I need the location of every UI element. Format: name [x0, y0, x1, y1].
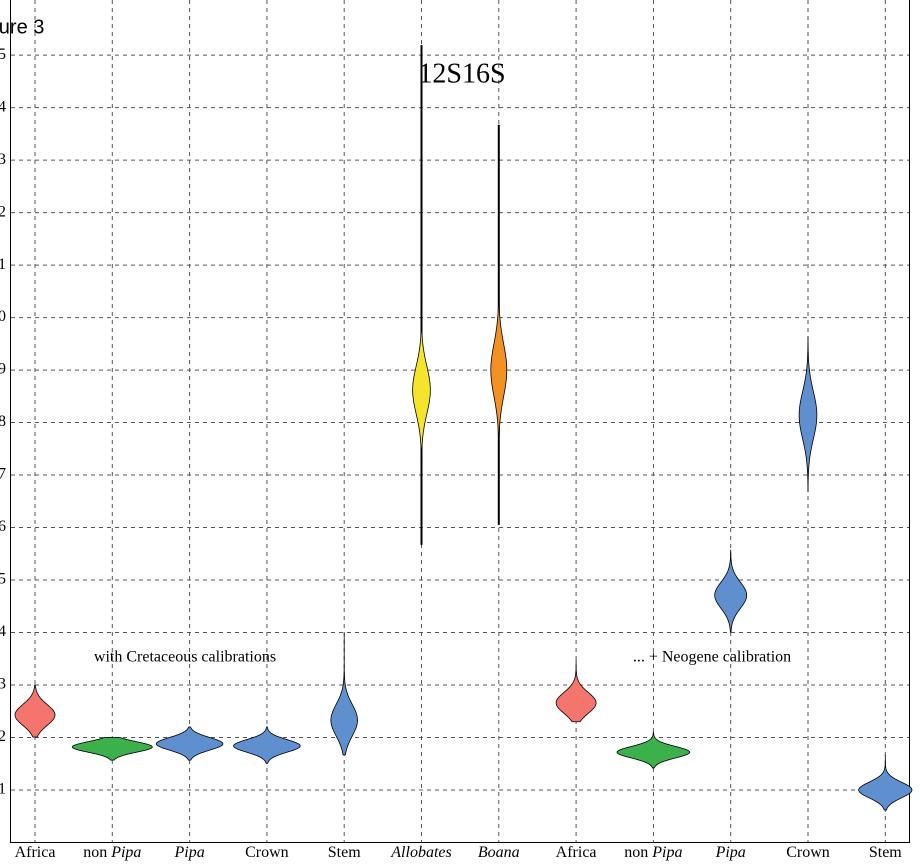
x-tick-label-part: Allobates: [390, 844, 451, 861]
x-tick-label-part: Crown: [245, 844, 289, 861]
violin: [330, 633, 358, 756]
violin: [858, 754, 913, 811]
violin: [555, 659, 597, 723]
x-tick-label: Crown: [786, 844, 830, 861]
x-tick-label: non Pipa: [83, 844, 141, 861]
y-tick-label: 10: [0, 308, 6, 325]
x-tick-label-part: Crown: [786, 844, 830, 861]
x-tick-label-part: Pipa: [110, 844, 141, 861]
violin: [233, 726, 301, 764]
x-tick-label: Africa: [15, 844, 56, 861]
x-tick-label-part: Africa: [15, 844, 56, 861]
y-tick-label: 15: [0, 46, 6, 63]
plot-frame: [10, 0, 910, 843]
x-tick-label: Africa: [556, 844, 597, 861]
y-tick-label: 5: [0, 571, 6, 588]
violin: [14, 684, 56, 738]
y-tick-label: 2: [0, 728, 6, 745]
x-tick-label: Boana: [478, 844, 520, 861]
x-tick-label-part: Pipa: [715, 844, 746, 861]
x-tick-label: Stem: [328, 844, 361, 861]
x-tick-label: Allobates: [390, 844, 451, 861]
x-tick-label-part: non: [83, 844, 111, 861]
x-tick-label-part: Boana: [478, 844, 520, 861]
x-tick-label: Crown: [245, 844, 289, 861]
violin: [714, 549, 748, 633]
x-tick-label-part: non: [624, 844, 652, 861]
annotation: with Cretaceous calibrations: [94, 649, 276, 666]
x-tick-label: Pipa: [173, 844, 204, 861]
y-tick-label: 4: [0, 623, 6, 640]
x-tick-label: non Pipa: [624, 844, 682, 861]
y-tick-label: 13: [0, 151, 6, 168]
y-tick-label: 6: [0, 518, 6, 535]
violin: [490, 124, 508, 525]
x-tick-label-part: Pipa: [651, 844, 682, 861]
x-tick-label: Pipa: [715, 844, 746, 861]
y-tick-label: 11: [0, 256, 6, 273]
y-tick-label: 7: [0, 466, 6, 483]
x-tick-label-part: Stem: [869, 844, 902, 861]
annotation: 12S16S: [418, 58, 505, 89]
violin: [616, 731, 691, 769]
y-tick-label: 3: [0, 676, 6, 693]
y-tick-label: 12: [0, 203, 6, 220]
y-tick-label: 1: [0, 781, 6, 798]
x-tick-label-part: Stem: [328, 844, 361, 861]
x-tick-label-part: Africa: [556, 844, 597, 861]
x-tick-label: Stem: [869, 844, 902, 861]
y-tick-label: 8: [0, 413, 6, 430]
x-tick-label-part: Pipa: [173, 844, 204, 861]
violin: [412, 45, 431, 545]
y-tick-label: 9: [0, 361, 6, 378]
annotation: ... + Neogene calibration: [633, 649, 791, 666]
y-tick-label: 14: [0, 98, 6, 115]
chart-title: Figure 3: [0, 16, 44, 38]
violin: [155, 726, 224, 761]
violin: [71, 737, 153, 761]
violin: [798, 336, 818, 493]
